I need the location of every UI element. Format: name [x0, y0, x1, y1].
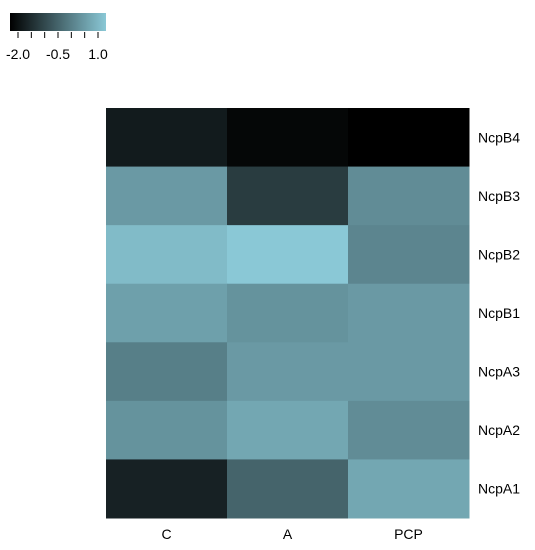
heatmap-cell-NcpA1-A	[227, 459, 349, 519]
heatmap-cell-NcpB2-C	[106, 225, 228, 285]
heatmap-cell-NcpB4-PCP	[348, 108, 470, 168]
row-label: NcpB2	[478, 246, 520, 262]
legend-tick-label: -2.0	[6, 46, 30, 62]
heatmap-cell-NcpA3-A	[227, 342, 349, 402]
heatmap-cell-NcpA3-PCP	[348, 342, 470, 402]
heatmap-cell-NcpB1-C	[106, 283, 228, 343]
heatmap-cell-NcpA1-PCP	[348, 459, 470, 519]
color-legend-labels: -2.0 -0.5 1.0	[6, 46, 108, 62]
heatmap-cell-NcpB1-PCP	[348, 283, 470, 343]
row-labels: NcpB4 NcpB3 NcpB2 NcpB1 NcpA3 NcpA2 NcpA1	[478, 129, 520, 496]
heatmap-cell-NcpB3-PCP	[348, 166, 470, 226]
heatmap-cell-NcpA2-PCP	[348, 400, 470, 460]
color-legend-bar	[10, 13, 106, 31]
heatmap-cell-NcpB2-PCP	[348, 225, 470, 285]
legend-tick-label: 1.0	[88, 46, 108, 62]
column-labels: C A PCP	[161, 526, 422, 542]
column-label: A	[283, 526, 293, 542]
row-label: NcpB1	[478, 305, 520, 321]
column-label: C	[161, 526, 171, 542]
color-legend-ticks	[17, 32, 99, 38]
row-label: NcpB4	[478, 129, 520, 145]
heatmap-cells	[106, 108, 470, 519]
row-label: NcpB3	[478, 188, 520, 204]
row-label: NcpA3	[478, 364, 520, 380]
row-label: NcpA2	[478, 422, 520, 438]
heatmap-cell-NcpB4-A	[227, 108, 349, 168]
legend-tick-label: -0.5	[46, 46, 70, 62]
heatmap-cell-NcpB2-A	[227, 225, 349, 285]
heatmap-cell-NcpB1-A	[227, 283, 349, 343]
heatmap-cell-NcpA2-C	[106, 400, 228, 460]
heatmap-cell-NcpB4-C	[106, 108, 228, 168]
heatmap-cell-NcpB3-A	[227, 166, 349, 226]
row-label: NcpA1	[478, 481, 520, 497]
heatmap-cell-NcpA1-C	[106, 459, 228, 519]
heatmap-cell-NcpA2-A	[227, 400, 349, 460]
column-label: PCP	[394, 526, 423, 542]
heatmap-cell-NcpA3-C	[106, 342, 228, 402]
color-legend: -2.0 -0.5 1.0	[6, 13, 108, 62]
heatmap-cell-NcpB3-C	[106, 166, 228, 226]
